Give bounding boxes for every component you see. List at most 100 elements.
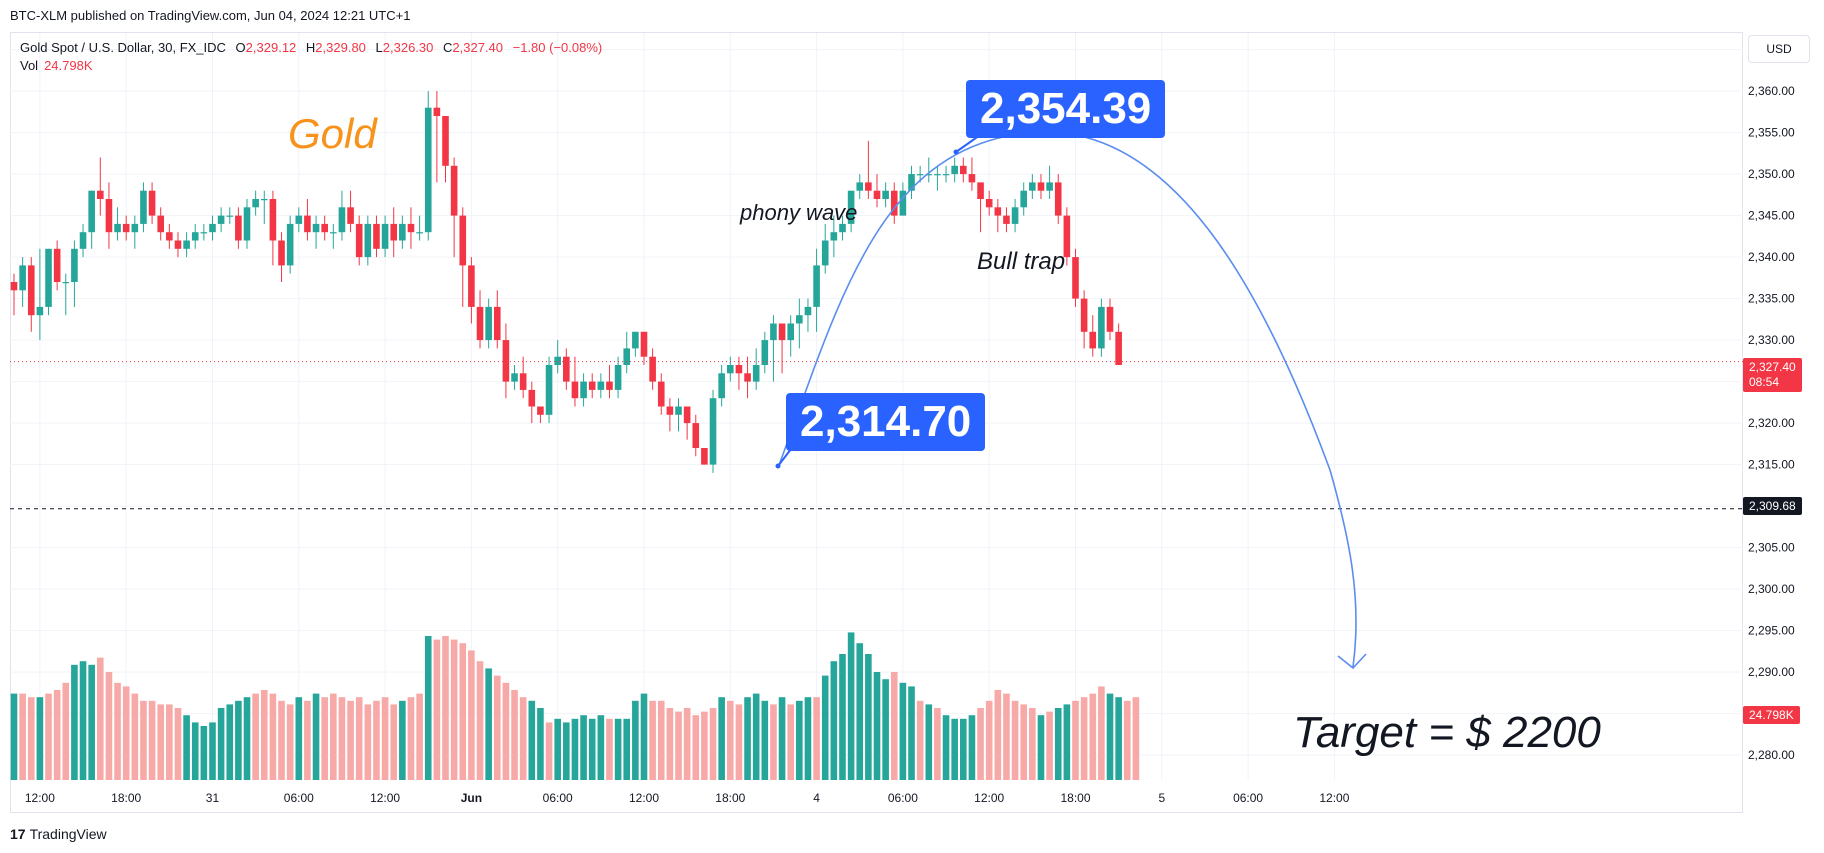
volume-bar [778, 697, 786, 780]
annotation-gold: Gold [288, 110, 377, 157]
volume-bar [71, 664, 78, 780]
candle-body [252, 199, 259, 208]
change-value: −1.80 (−0.08%) [512, 40, 603, 55]
y-tick-label: 2,345.00 [1748, 209, 1795, 223]
volume-bar [19, 693, 26, 780]
candle-body [813, 265, 820, 307]
x-tick-label: 18:00 [111, 791, 141, 805]
candle-body [330, 232, 337, 234]
volume-bar [286, 704, 294, 780]
volume-bar [830, 661, 838, 780]
open-value: 2,329.12 [245, 40, 297, 55]
candle-body [476, 306, 484, 341]
candle-body [796, 315, 803, 324]
volume-tag: 24.798K [1743, 706, 1800, 724]
volume-bar [347, 700, 354, 780]
candle-body [286, 223, 294, 266]
volume-bar [606, 718, 613, 780]
candle-body [511, 373, 518, 382]
open-key: O [235, 40, 246, 55]
volume-bar [1098, 686, 1105, 780]
x-tick-label: 12:00 [25, 791, 55, 805]
volume-bar [666, 708, 674, 780]
volume-bar [364, 704, 372, 780]
volume-bar [787, 704, 794, 780]
candle-body [459, 215, 467, 266]
candle-body [62, 282, 70, 284]
volume-bar [235, 700, 242, 780]
volume-bar [752, 693, 760, 780]
candle-body [890, 190, 898, 216]
candle-body [1054, 182, 1062, 216]
volume-bar [260, 690, 268, 780]
volume-bar [269, 693, 277, 780]
volume-bar [683, 708, 691, 780]
candle-body [623, 348, 631, 365]
volume-bar [295, 697, 303, 780]
y-tick-label: 2,355.00 [1748, 126, 1795, 140]
volume-bar [994, 690, 1002, 780]
candle-body [925, 174, 933, 176]
currency-button[interactable]: USD [1748, 35, 1810, 63]
volume-bar [174, 708, 182, 780]
volume-bar [1029, 708, 1036, 780]
volume-bar [709, 708, 717, 780]
y-tick-label: 2,320.00 [1748, 416, 1795, 430]
x-tick-label: 06:00 [888, 791, 918, 805]
candle-body [217, 215, 225, 224]
volume-bar [821, 675, 829, 780]
volume-bar [545, 722, 553, 780]
candle-body [97, 190, 104, 199]
candle-body [433, 107, 441, 116]
volume-bar [1037, 715, 1045, 780]
volume-bar [528, 700, 536, 780]
volume-bar [330, 693, 337, 780]
candle-body [985, 199, 993, 208]
volume-bar [977, 708, 984, 780]
candle-body [865, 182, 872, 191]
candle-body [701, 448, 708, 465]
candle-body [416, 232, 423, 234]
x-tick-label: Jun [461, 791, 482, 805]
volume-bar [1046, 711, 1053, 780]
volume-bar [640, 693, 648, 780]
volume-bar [865, 654, 872, 780]
footer-brand[interactable]: 17 TradingView [10, 826, 107, 842]
candle-body [1080, 298, 1088, 332]
candle-body [88, 190, 95, 233]
candle-body [364, 223, 372, 258]
volume-bar [726, 700, 734, 780]
candle-body [390, 223, 398, 241]
volume-bar [960, 718, 967, 780]
volume-bar [252, 693, 259, 780]
candle-body [683, 406, 691, 424]
volume-bar [373, 700, 380, 780]
candle-body [200, 232, 208, 234]
last-price-tag: 2,327.40 08:54 [1743, 358, 1802, 392]
volume-bar [942, 715, 950, 780]
symbol-legend: Gold Spot / U.S. Dollar, 30, FX_IDC O2,3… [20, 40, 602, 55]
candle-body [174, 240, 182, 249]
volume-bar [1089, 693, 1097, 780]
candle-body [1072, 257, 1079, 299]
candle-body [260, 199, 268, 201]
candle-body [951, 165, 958, 175]
candle-body [114, 223, 121, 233]
candle-body [873, 190, 881, 199]
candle-body [304, 215, 311, 233]
candle-body [278, 240, 285, 266]
x-tick-label: 18:00 [715, 791, 745, 805]
callout-low-price: 2,314.70 [786, 393, 986, 451]
volume-bar [433, 639, 441, 780]
volume-bar [856, 643, 864, 780]
volume-bar [183, 715, 190, 780]
y-tick-label: 2,360.00 [1748, 84, 1795, 98]
callout-high-price: 2,354.39 [966, 80, 1166, 138]
volume-legend: Vol 24.798K [20, 58, 93, 73]
x-tick-label: 12:00 [370, 791, 400, 805]
candle-body [399, 223, 406, 241]
volume-bar [951, 718, 958, 780]
candle-body [614, 365, 622, 390]
annotation-bull-trap: Bull trap [977, 248, 1066, 275]
